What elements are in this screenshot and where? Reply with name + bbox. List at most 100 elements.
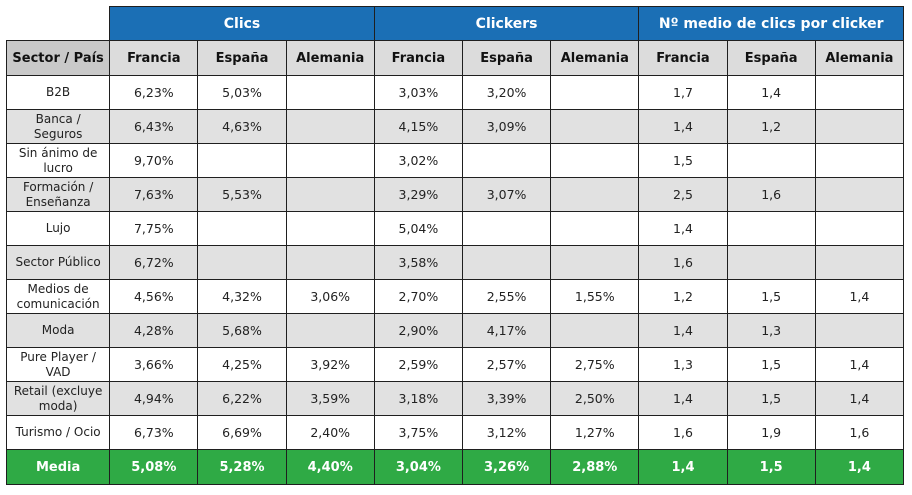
value-cell: [550, 245, 640, 280]
value-cell: 2,57%: [461, 347, 552, 382]
value-cell: 3,29%: [373, 177, 463, 212]
column-header-row: Sector / País Francia España Alemania Fr…: [5, 40, 905, 76]
value-cell: 2,90%: [373, 313, 463, 348]
column-header-sector: Sector / País: [5, 40, 111, 76]
value-cell: 4,32%: [197, 279, 287, 314]
average-cell: 3,04%: [373, 449, 463, 485]
value-cell: 1,6: [814, 415, 905, 450]
sector-cell: Moda: [5, 313, 111, 348]
table-row: Medios de comunicación 4,56% 4,32% 3,06% 2,7…: [5, 279, 905, 314]
value-cell: 1,7: [638, 75, 728, 110]
value-cell: 2,70%: [373, 279, 463, 314]
value-cell: 7,75%: [109, 211, 199, 246]
sector-cell: Lujo: [5, 211, 111, 246]
value-cell: 6,22%: [197, 381, 287, 416]
value-cell: 1,3: [638, 347, 728, 382]
value-cell: 3,59%: [285, 381, 375, 416]
value-cell: 9,70%: [109, 143, 199, 178]
value-cell: 2,40%: [285, 415, 375, 450]
value-cell: [550, 143, 640, 178]
value-cell: [726, 143, 816, 178]
value-cell: 5,53%: [197, 177, 287, 212]
average-cell: 1,5: [726, 449, 816, 485]
average-cell: 4,40%: [285, 449, 375, 485]
value-cell: 1,5: [726, 279, 816, 314]
value-cell: 3,66%: [109, 347, 199, 382]
sector-cell: Pure Player / VAD: [5, 347, 111, 382]
value-cell: 1,4: [638, 109, 728, 144]
value-cell: 4,94%: [109, 381, 199, 416]
value-cell: [461, 211, 552, 246]
value-cell: [814, 245, 905, 280]
value-cell: 3,02%: [373, 143, 463, 178]
table-row: B2B 6,23% 5,03% 3,03% 3,20% 1,7 1,4: [5, 75, 905, 110]
table-row: Lujo 7,75% 5,04% 1,4: [5, 211, 905, 246]
value-cell: 1,55%: [550, 279, 640, 314]
value-cell: [814, 177, 905, 212]
table-row: Banca / Seguros 6,43% 4,63% 4,15% 3,09% 1,4 1,…: [5, 109, 905, 144]
value-cell: 2,59%: [373, 347, 463, 382]
value-cell: 1,5: [726, 381, 816, 416]
value-cell: [461, 245, 552, 280]
value-cell: 1,6: [638, 415, 728, 450]
value-cell: 2,50%: [550, 381, 640, 416]
group-header-row: Clics Clickers Nº medio de clics por cli…: [6, 6, 904, 41]
value-cell: 2,5: [638, 177, 728, 212]
sector-cell: Retail (excluye moda): [5, 381, 111, 416]
value-cell: 1,5: [726, 347, 816, 382]
value-cell: 1,2: [726, 109, 816, 144]
table-row: Pure Player / VAD 3,66% 4,25% 3,92% 2,59% 2,5…: [5, 347, 905, 382]
sector-cell: Formación / Enseñanza: [5, 177, 111, 212]
column-header: Alemania: [550, 40, 640, 76]
value-cell: [285, 245, 375, 280]
group-header-clickers: Clickers: [373, 6, 640, 41]
value-cell: 1,5: [638, 143, 728, 178]
average-cell: 1,4: [814, 449, 905, 485]
column-header: España: [461, 40, 552, 76]
value-cell: 3,75%: [373, 415, 463, 450]
value-cell: [285, 177, 375, 212]
group-header-clics: Clics: [109, 6, 375, 41]
average-row: Media 5,08% 5,28% 4,40% 3,04% 3,26% 2,88…: [5, 449, 905, 485]
value-cell: 6,43%: [109, 109, 199, 144]
average-cell: 5,08%: [109, 449, 199, 485]
value-cell: 3,39%: [461, 381, 552, 416]
corner-cell: [6, 6, 111, 41]
column-header: Francia: [109, 40, 199, 76]
value-cell: 4,28%: [109, 313, 199, 348]
column-header: Francia: [638, 40, 728, 76]
column-header: España: [726, 40, 816, 76]
value-cell: 5,04%: [373, 211, 463, 246]
value-cell: [285, 109, 375, 144]
value-cell: 1,4: [638, 211, 728, 246]
value-cell: [197, 245, 287, 280]
value-cell: [461, 143, 552, 178]
value-cell: [726, 211, 816, 246]
value-cell: 4,63%: [197, 109, 287, 144]
value-cell: [550, 313, 640, 348]
sector-cell: Sector Público: [5, 245, 111, 280]
value-cell: 3,58%: [373, 245, 463, 280]
value-cell: 1,6: [726, 177, 816, 212]
value-cell: [814, 143, 905, 178]
value-cell: [550, 109, 640, 144]
value-cell: 3,09%: [461, 109, 552, 144]
value-cell: 1,4: [638, 381, 728, 416]
value-cell: 3,07%: [461, 177, 552, 212]
value-cell: 3,06%: [285, 279, 375, 314]
value-cell: [814, 211, 905, 246]
average-cell: 3,26%: [461, 449, 552, 485]
value-cell: [285, 75, 375, 110]
value-cell: 4,56%: [109, 279, 199, 314]
average-label: Media: [5, 449, 111, 485]
value-cell: 6,72%: [109, 245, 199, 280]
value-cell: [550, 177, 640, 212]
table-row: Sin ánimo de lucro 9,70% 3,02% 1,5: [5, 143, 905, 178]
value-cell: [285, 211, 375, 246]
value-cell: 2,75%: [550, 347, 640, 382]
value-cell: [197, 143, 287, 178]
value-cell: [285, 313, 375, 348]
value-cell: 1,6: [638, 245, 728, 280]
value-cell: 1,4: [814, 347, 905, 382]
value-cell: 1,4: [814, 381, 905, 416]
